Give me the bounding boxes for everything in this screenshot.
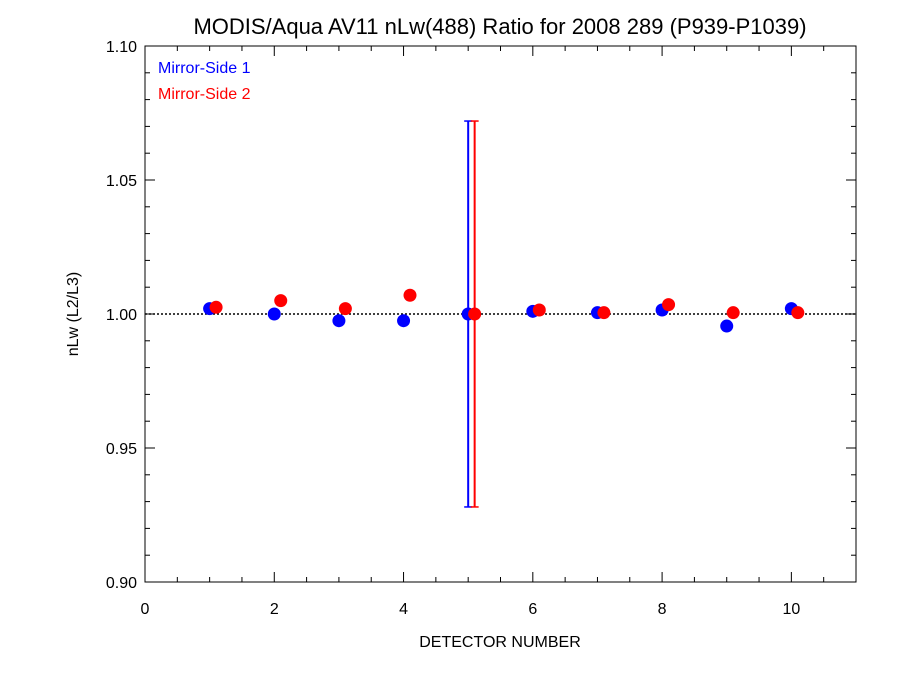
y-tick-label: 0.95 (106, 441, 137, 458)
data-point-series-1 (267, 307, 281, 321)
data-point-series-1 (397, 314, 411, 328)
points-layer (203, 288, 805, 333)
data-point-series-1 (720, 319, 734, 333)
data-point-series-2 (403, 288, 417, 302)
legend-item-mirror-side-2: Mirror-Side 2 (158, 86, 251, 103)
legend: Mirror-Side 1 Mirror-Side 2 (158, 60, 251, 103)
axes-layer: 0 2 4 6 8 10 0.90 0.95 1.00 1.05 1.10 (106, 39, 857, 618)
x-axis-label: DETECTOR NUMBER (419, 634, 581, 651)
data-point-series-2 (532, 303, 546, 317)
data-point-series-2 (468, 307, 482, 321)
legend-item-mirror-side-1: Mirror-Side 1 (158, 60, 251, 77)
y-tick-label: 0.90 (106, 575, 137, 592)
data-point-series-1 (332, 314, 346, 328)
data-point-series-2 (274, 294, 288, 308)
y-tick-label: 1.05 (106, 173, 137, 190)
x-tick-label: 0 (141, 601, 150, 618)
y-tick-label: 1.00 (106, 307, 137, 324)
data-point-series-2 (791, 306, 805, 320)
data-point-series-2 (726, 306, 740, 320)
data-point-series-2 (597, 306, 611, 320)
x-tick-label: 2 (270, 601, 279, 618)
data-point-series-2 (338, 302, 352, 316)
x-tick-label: 10 (782, 601, 800, 618)
x-tick-label: 4 (399, 601, 408, 618)
x-tick-label: 6 (528, 601, 537, 618)
y-tick-label: 1.10 (106, 39, 137, 56)
chart-title: MODIS/Aqua AV11 nLw(488) Ratio for 2008 … (193, 14, 806, 39)
y-axis-label: nLw (L2/L3) (65, 272, 82, 357)
data-point-series-2 (662, 298, 676, 312)
data-point-series-2 (209, 300, 223, 314)
x-tick-label: 8 (658, 601, 667, 618)
